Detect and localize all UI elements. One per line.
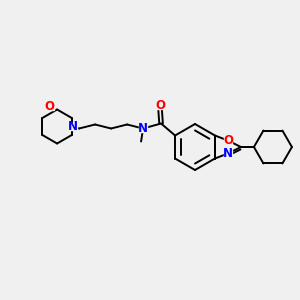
Text: O: O [45, 100, 55, 113]
Bar [156, 102, 164, 109]
Text: O: O [223, 134, 233, 147]
Text: N: N [68, 120, 78, 133]
Text: O: O [155, 99, 165, 112]
Bar [224, 150, 232, 157]
Text: N: N [138, 122, 148, 135]
Bar [139, 125, 147, 132]
Bar [45, 103, 54, 110]
Bar [68, 123, 77, 130]
Bar [224, 137, 232, 144]
Text: N: N [223, 147, 233, 160]
